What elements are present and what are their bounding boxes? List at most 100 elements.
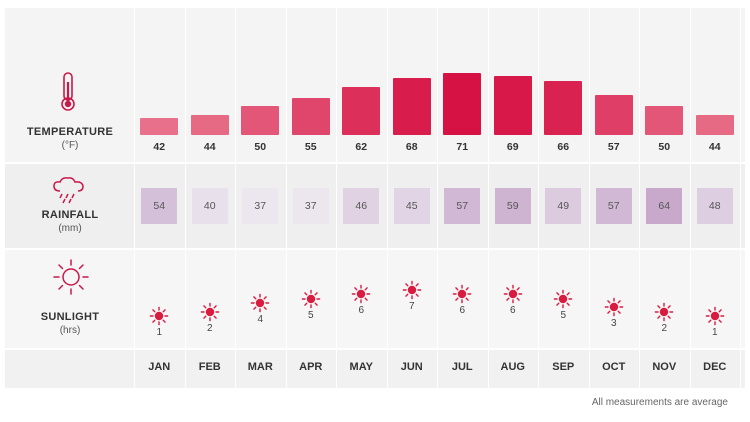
- footnote: All measurements are average: [591, 397, 728, 408]
- rainfall-value: 37: [292, 188, 329, 224]
- column-divider: [538, 8, 539, 388]
- rainfall-value: 37: [242, 188, 279, 224]
- temperature-value: 68: [405, 141, 418, 153]
- temperature-value: 71: [456, 141, 469, 153]
- rainfall-value: 54: [141, 188, 178, 224]
- column-divider: [740, 8, 741, 388]
- temperature-value: 55: [304, 141, 317, 153]
- month-label: SEP: [552, 361, 575, 373]
- sun-marker: [705, 306, 725, 326]
- rainfall-value: 57: [444, 188, 481, 224]
- temperature-bar: [140, 118, 179, 135]
- sunlight-value: 2: [206, 322, 213, 334]
- sun-marker: [200, 302, 220, 321]
- temperature-title: TEMPERATURE: [26, 126, 114, 138]
- month-label: JUN: [400, 361, 423, 373]
- temperature-value: 62: [355, 141, 368, 153]
- temperature-value: 42: [153, 141, 166, 153]
- sun-marker: [149, 306, 169, 326]
- temperature-bar: [544, 80, 583, 135]
- rainfall-value: 57: [595, 188, 632, 224]
- temperature-bar: [443, 73, 482, 135]
- sunlight-value: 6: [459, 305, 466, 317]
- sun-marker: [351, 285, 371, 304]
- sunlight-value: 6: [358, 305, 365, 317]
- sunlight-value: 2: [661, 322, 668, 334]
- temperature-bar: [342, 86, 381, 135]
- temperature-unit: (°F): [61, 140, 79, 151]
- temperature-bar: [241, 105, 280, 135]
- column-divider: [134, 8, 135, 388]
- column-divider: [588, 8, 590, 388]
- sunlight-value: 1: [156, 327, 163, 338]
- rainfall-value: 40: [191, 188, 228, 224]
- sun-marker: [654, 302, 674, 321]
- thermometer-icon: [61, 72, 75, 111]
- sun-marker: [402, 280, 422, 300]
- sun-marker: [250, 293, 270, 313]
- sunlight-value: 4: [257, 314, 264, 325]
- temperature-bar: [645, 105, 684, 135]
- column-divider: [487, 8, 489, 388]
- column-divider: [437, 8, 438, 388]
- temperature-value: 50: [658, 141, 671, 153]
- sunlight-value: 3: [610, 318, 617, 330]
- month-label: NOV: [652, 361, 677, 373]
- rain-cloud-icon: [53, 177, 84, 204]
- month-row: [5, 350, 745, 388]
- rainfall-value: 48: [696, 188, 733, 224]
- rainfall-value: 59: [494, 188, 531, 224]
- sunlight-label: SUNLIGHT (hrs): [5, 311, 135, 336]
- column-divider: [235, 8, 236, 388]
- rainfall-value: 49: [545, 188, 582, 224]
- sun-marker: [604, 298, 624, 317]
- sunlight-unit: (hrs): [59, 325, 81, 336]
- temperature-row: [5, 8, 745, 162]
- temperature-value: 44: [708, 141, 721, 153]
- sunlight-value: 5: [560, 309, 567, 321]
- sunlight-value: 1: [711, 327, 718, 338]
- temperature-value: 66: [557, 141, 570, 153]
- sunlight-value: 5: [307, 309, 314, 321]
- sunlight-title: SUNLIGHT: [40, 311, 100, 323]
- rainfall-value: 64: [646, 188, 683, 224]
- column-divider: [386, 8, 388, 388]
- temperature-value: 44: [203, 141, 216, 153]
- temperature-value: 50: [254, 141, 267, 153]
- temperature-value: 69: [506, 141, 519, 153]
- month-label: JUL: [451, 361, 473, 373]
- rainfall-label: RAINFALL (mm): [5, 209, 135, 234]
- sunlight-value: 6: [509, 305, 516, 317]
- rainfall-value: 46: [343, 188, 380, 224]
- rainfall-title: RAINFALL: [41, 209, 99, 221]
- temperature-bar: [392, 77, 431, 135]
- month-label: JAN: [148, 361, 171, 373]
- temperature-bar: [695, 114, 734, 135]
- month-label: DEC: [703, 361, 727, 373]
- month-label: AUG: [500, 361, 525, 373]
- month-label: FEB: [198, 361, 221, 373]
- column-divider: [689, 8, 691, 388]
- rainfall-value: 45: [393, 188, 430, 224]
- month-label: APR: [299, 361, 323, 373]
- temperature-value: 57: [607, 141, 620, 153]
- sun-marker: [553, 289, 573, 308]
- temperature-bar: [493, 76, 532, 135]
- sun-marker: [503, 285, 523, 304]
- sun-marker: [452, 285, 472, 304]
- sun-marker: [301, 289, 321, 308]
- column-divider: [639, 8, 640, 388]
- column-divider: [285, 8, 287, 388]
- sunlight-value: 7: [408, 301, 415, 312]
- month-label: MAY: [349, 361, 373, 373]
- temperature-bar: [291, 97, 330, 135]
- temperature-label: TEMPERATURE (°F): [5, 126, 135, 151]
- month-label: MAR: [247, 361, 273, 373]
- rainfall-unit: (mm): [58, 223, 82, 234]
- sun-icon: [53, 259, 89, 295]
- column-divider: [184, 8, 186, 388]
- sunlight-row: [5, 250, 745, 348]
- temperature-bar: [594, 94, 633, 135]
- month-label: OCT: [602, 361, 626, 373]
